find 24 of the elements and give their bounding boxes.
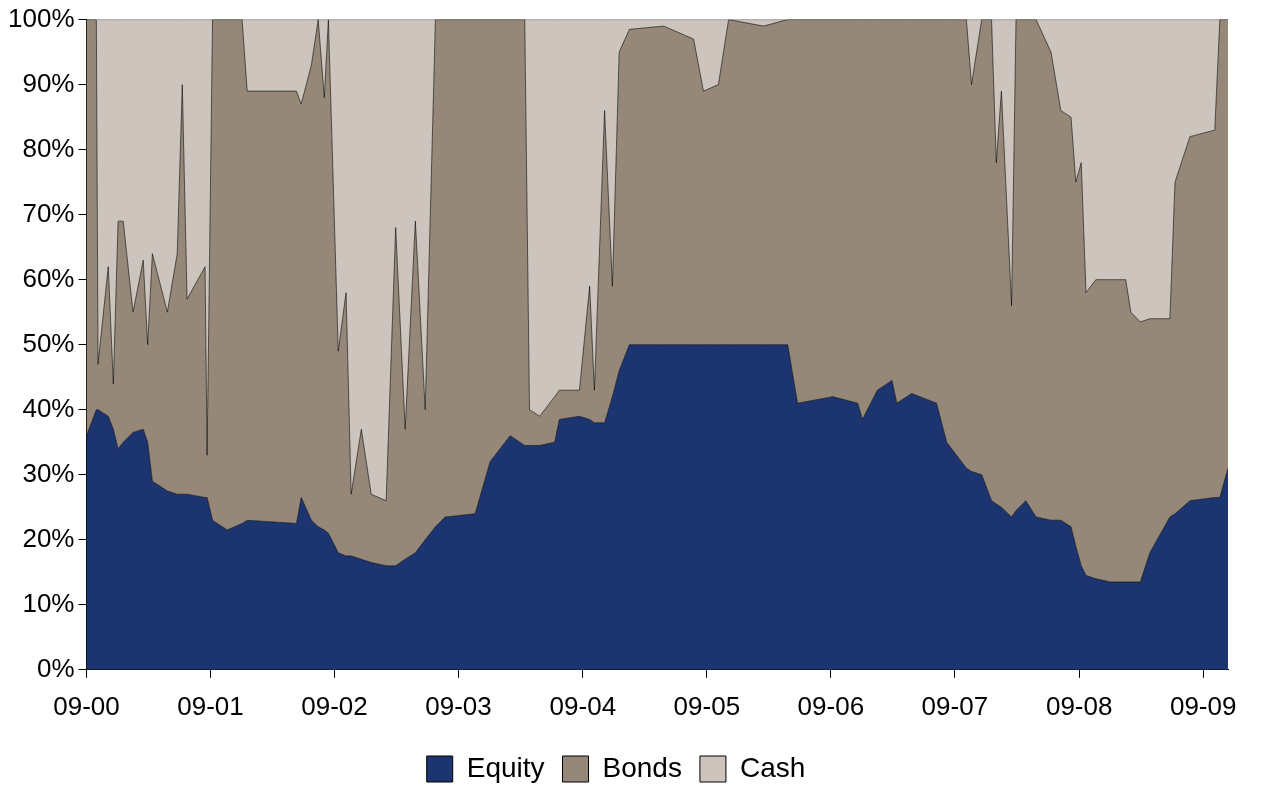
x-tick-label: 09-00 (53, 690, 120, 721)
y-tick-label: 50% (22, 327, 75, 358)
legend-label: Equity (466, 751, 545, 783)
x-tick-label: 09-01 (177, 690, 244, 721)
y-tick-label: 30% (22, 457, 75, 488)
y-tick-label: 100% (8, 2, 75, 33)
x-tick-label: 09-06 (797, 690, 865, 721)
x-tick-label: 09-02 (301, 690, 368, 721)
x-tick-label: 09-05 (673, 690, 741, 721)
x-tick-label: 09-07 (921, 690, 989, 721)
x-tick-label: 09-09 (1169, 690, 1237, 721)
y-tick-label: 40% (22, 392, 75, 423)
y-tick-label: 0% (36, 652, 75, 683)
y-tick-label: 80% (22, 132, 75, 163)
x-tick-label: 09-03 (425, 690, 492, 721)
legend-label: Bonds (602, 751, 682, 783)
y-tick-label: 90% (22, 67, 75, 98)
x-tick-label: 09-04 (549, 690, 617, 721)
legend-label: Cash (739, 751, 806, 783)
y-tick-label: 60% (22, 262, 75, 293)
y-tick-label: 70% (22, 197, 75, 228)
y-tick-label: 20% (22, 522, 75, 553)
y-tick-label: 10% (22, 587, 75, 618)
x-tick-label: 09-08 (1045, 690, 1113, 721)
